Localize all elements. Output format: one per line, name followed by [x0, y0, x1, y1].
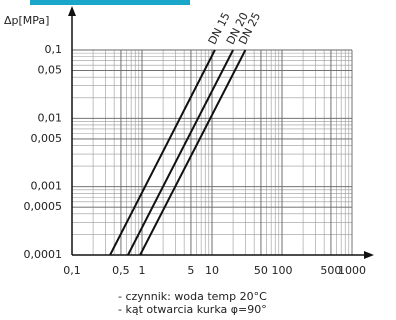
y-tick-label: 0,0005	[24, 200, 63, 213]
x-tick-label: 5	[187, 264, 194, 277]
y-tick-label: 0,005	[31, 132, 63, 145]
y-tick-label: 0,05	[38, 64, 63, 77]
y-axis-label: Δp[MPa]	[4, 14, 49, 27]
x-tick-label: 0,1	[63, 264, 81, 277]
x-tick-label: 0,5	[112, 264, 130, 277]
y-tick-label: 0,0001	[24, 248, 63, 261]
x-tick-label: 500	[320, 264, 341, 277]
x-tick-label: 50	[254, 264, 268, 277]
y-tick-label: 0,01	[38, 111, 63, 124]
note: - kąt otwarcia kurka φ=90°	[118, 303, 267, 316]
x-tick-label: 1000	[338, 264, 366, 277]
y-tick-label: 0,1	[45, 43, 63, 56]
series-line	[139, 49, 247, 256]
x-tick-label: 1	[139, 264, 146, 277]
x-tick-label: 100	[272, 264, 293, 277]
note: - czynnik: woda temp 20°C	[118, 290, 267, 303]
x-tick-label: 10	[205, 264, 219, 277]
series-line	[127, 49, 234, 256]
y-axis-arrow	[68, 6, 76, 16]
header-bar	[30, 0, 190, 5]
x-axis-arrow	[364, 251, 374, 259]
series-line	[109, 49, 216, 256]
y-tick-label: 0,001	[31, 180, 63, 193]
